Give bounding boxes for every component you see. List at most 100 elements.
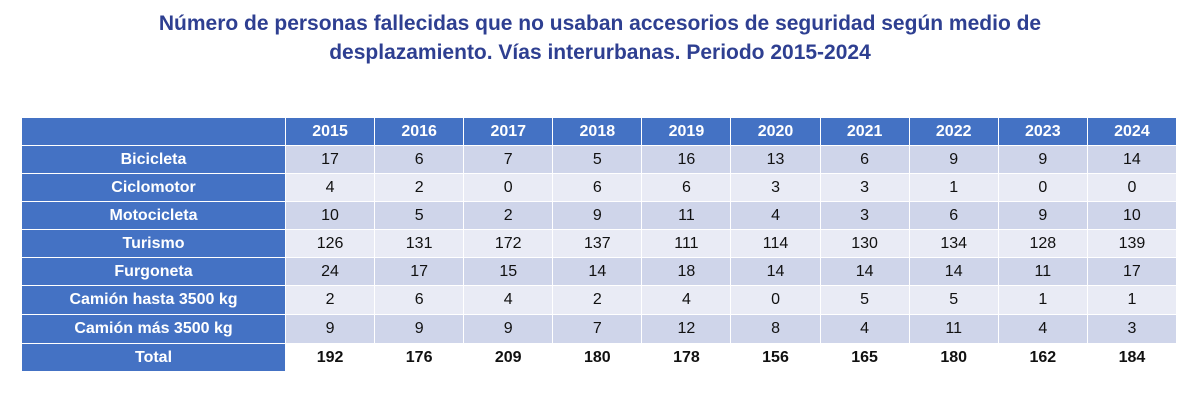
data-cell: 8 <box>730 314 821 344</box>
data-cell: 3 <box>1086 314 1178 344</box>
data-cell: 10 <box>284 201 376 230</box>
table-row: Furgoneta 24 17 15 14 18 14 14 14 11 17 <box>21 257 1178 286</box>
data-cell: 17 <box>1086 257 1178 286</box>
chart-title: Número de personas fallecidas que no usa… <box>0 9 1200 67</box>
data-cell: 9 <box>908 145 999 174</box>
data-cell: 131 <box>374 229 465 258</box>
data-cell: 11 <box>641 201 732 230</box>
total-cell: 176 <box>374 343 465 372</box>
row-label: Furgoneta <box>21 257 286 286</box>
data-cell: 130 <box>819 229 910 258</box>
data-cell: 9 <box>374 314 465 344</box>
column-header: 2020 <box>730 117 821 146</box>
data-cell: 6 <box>552 173 643 202</box>
total-cell: 178 <box>641 343 732 372</box>
table-row: Bicicleta 17 6 7 5 16 13 6 9 9 14 <box>21 145 1178 174</box>
chart-title-line-1: Número de personas fallecidas que no usa… <box>158 12 1042 35</box>
data-cell: 4 <box>730 201 821 230</box>
row-label: Camión más 3500 kg <box>21 314 286 344</box>
table-row: Motocicleta 10 5 2 9 11 4 3 6 9 10 <box>21 201 1178 230</box>
column-header: 2024 <box>1086 117 1178 146</box>
data-cell: 1 <box>997 285 1088 315</box>
data-cell: 2 <box>374 173 465 202</box>
data-cell: 14 <box>730 257 821 286</box>
row-label: Bicicleta <box>21 145 286 174</box>
data-cell: 5 <box>819 285 910 315</box>
data-cell: 4 <box>284 173 376 202</box>
data-cell: 2 <box>284 285 376 315</box>
data-cell: 7 <box>463 145 554 174</box>
data-cell: 6 <box>641 173 732 202</box>
data-cell: 134 <box>908 229 999 258</box>
table-row: Total 192 176 209 180 178 156 165 180 162 184 <box>21 343 1178 372</box>
header-corner-cell <box>21 117 286 146</box>
column-header: 2023 <box>997 117 1088 146</box>
data-cell: 5 <box>552 145 643 174</box>
data-cell: 128 <box>997 229 1088 258</box>
column-header: 2018 <box>552 117 643 146</box>
data-cell: 4 <box>641 285 732 315</box>
data-cell: 6 <box>819 145 910 174</box>
total-cell: 180 <box>908 343 999 372</box>
table-row: Camión hasta 3500 kg 2 6 4 2 4 0 5 5 1 1 <box>21 285 1178 315</box>
data-cell: 14 <box>552 257 643 286</box>
data-cell: 11 <box>997 257 1088 286</box>
data-cell: 12 <box>641 314 732 344</box>
total-cell: 192 <box>284 343 376 372</box>
data-cell: 4 <box>819 314 910 344</box>
data-cell: 14 <box>908 257 999 286</box>
data-cell: 111 <box>641 229 732 258</box>
column-header: 2015 <box>284 117 376 146</box>
data-cell: 0 <box>463 173 554 202</box>
data-cell: 137 <box>552 229 643 258</box>
column-header: 2019 <box>641 117 732 146</box>
data-cell: 6 <box>908 201 999 230</box>
data-cell: 114 <box>730 229 821 258</box>
data-cell: 172 <box>463 229 554 258</box>
table-row: Ciclomotor 4 2 0 6 6 3 3 1 0 0 <box>21 173 1178 202</box>
total-cell: 184 <box>1086 343 1178 372</box>
data-cell: 18 <box>641 257 732 286</box>
data-cell: 6 <box>374 145 465 174</box>
data-cell: 9 <box>463 314 554 344</box>
data-cell: 13 <box>730 145 821 174</box>
chart-title-line-2: desplazamiento. Vías interurbanas. Perio… <box>329 41 871 64</box>
total-cell: 180 <box>552 343 643 372</box>
data-cell: 1 <box>1086 285 1178 315</box>
data-cell: 11 <box>908 314 999 344</box>
table-row: Turismo 126 131 172 137 111 114 130 134 128 139 <box>21 229 1178 258</box>
table-body: Bicicleta 17 6 7 5 16 13 6 9 9 14 Ciclomotor 4 2 0 6 6 3 3… <box>21 145 1178 372</box>
data-cell: 10 <box>1086 201 1178 230</box>
data-cell: 7 <box>552 314 643 344</box>
data-cell: 9 <box>997 201 1088 230</box>
data-cell: 3 <box>819 201 910 230</box>
data-cell: 3 <box>819 173 910 202</box>
data-cell: 16 <box>641 145 732 174</box>
total-cell: 165 <box>819 343 910 372</box>
table-row: Camión más 3500 kg 9 9 9 7 12 8 4 11 4 3 <box>21 314 1178 344</box>
data-cell: 0 <box>730 285 821 315</box>
data-table: 2015 2016 2017 2018 2019 2020 2021 2022 … <box>21 117 1178 372</box>
data-cell: 126 <box>284 229 376 258</box>
data-cell: 4 <box>997 314 1088 344</box>
data-cell: 14 <box>819 257 910 286</box>
total-cell: 156 <box>730 343 821 372</box>
data-cell: 5 <box>908 285 999 315</box>
row-label: Turismo <box>21 229 286 258</box>
data-cell: 15 <box>463 257 554 286</box>
data-cell: 3 <box>730 173 821 202</box>
data-cell: 9 <box>552 201 643 230</box>
data-cell: 2 <box>552 285 643 315</box>
row-label: Motocicleta <box>21 201 286 230</box>
data-cell: 0 <box>997 173 1088 202</box>
data-cell: 4 <box>463 285 554 315</box>
row-label: Total <box>21 343 286 372</box>
data-cell: 0 <box>1086 173 1178 202</box>
header-row: 2015 2016 2017 2018 2019 2020 2021 2022 … <box>21 117 1178 146</box>
data-cell: 24 <box>284 257 376 286</box>
row-label: Camión hasta 3500 kg <box>21 285 286 315</box>
column-header: 2017 <box>463 117 554 146</box>
total-cell: 162 <box>997 343 1088 372</box>
data-cell: 9 <box>997 145 1088 174</box>
data-cell: 9 <box>284 314 376 344</box>
